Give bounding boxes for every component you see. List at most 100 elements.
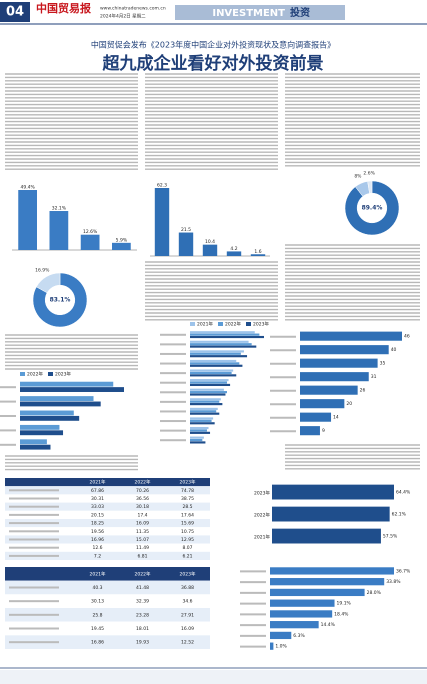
label-placeholder: [9, 554, 59, 557]
bar: [190, 412, 220, 415]
label-placeholder: [0, 443, 16, 446]
cell: 70.26: [136, 488, 149, 494]
column-header: 2022年: [135, 479, 151, 486]
bar: [20, 430, 64, 436]
table-row: [5, 594, 210, 608]
label-placeholder: [240, 645, 266, 648]
bar: [190, 429, 207, 432]
bar: [20, 444, 51, 450]
cell: 67.86: [91, 488, 104, 494]
column-header: 2023年: [180, 479, 196, 486]
site: www.chinatradenews.com.cn: [100, 6, 166, 12]
category-label: 2022年: [254, 512, 270, 519]
value-label: 36.7%: [396, 568, 411, 574]
section-cn: 投资: [290, 6, 310, 19]
bar: [300, 345, 389, 355]
bar: [190, 410, 217, 413]
table-row: [5, 519, 210, 528]
value-label: 20: [346, 401, 352, 407]
label-placeholder: [9, 641, 59, 644]
label-placeholder: [160, 391, 186, 394]
label-placeholder: [270, 416, 296, 419]
bar: [272, 506, 390, 522]
value-label: 16.9%: [35, 267, 50, 273]
cell: 12.6: [92, 545, 102, 551]
cell: 36.56: [136, 496, 149, 502]
bar: [18, 190, 37, 250]
value-label: 1.6: [254, 249, 261, 255]
value-label: 9: [322, 428, 325, 434]
table-row: [5, 535, 210, 544]
bar: [190, 345, 257, 348]
bar: [20, 415, 80, 421]
label-placeholder: [9, 546, 59, 549]
value-label: 2.6%: [363, 171, 375, 177]
label-placeholder: [240, 613, 266, 616]
legend-label: 2023年: [253, 321, 269, 328]
value-label: 62.3: [157, 183, 167, 189]
cell: 36.88: [181, 585, 194, 591]
bar: [270, 621, 319, 629]
bar: [270, 588, 365, 597]
page-box: [0, 2, 30, 22]
bar: [190, 383, 231, 387]
bar: [20, 410, 74, 416]
legend-label: 2023年: [55, 371, 71, 378]
footer: [0, 670, 427, 684]
bar: [190, 379, 229, 382]
bar: [49, 211, 69, 250]
body-text: [5, 73, 420, 471]
label-placeholder: [270, 389, 296, 392]
cell: 16.09: [136, 521, 149, 527]
label-placeholder: [160, 400, 186, 403]
bar: [20, 424, 60, 430]
cell: 34.6: [182, 599, 192, 605]
value-label: 57.5%: [383, 534, 398, 540]
bar: [190, 407, 218, 410]
kicker: 中国贸促会发布《2023年度中国企业对外投资现状及意向调查报告》: [91, 40, 335, 50]
bar: [190, 436, 204, 439]
bar: [190, 335, 264, 339]
label-placeholder: [160, 410, 186, 413]
cell: 19.45: [91, 626, 104, 632]
cell: 28.5: [182, 504, 192, 510]
cell: 11.35: [136, 529, 149, 535]
date: 2024年4月2日 星期二: [100, 13, 146, 20]
value-label: 1.0%: [275, 644, 287, 650]
bar: [190, 350, 244, 353]
label-placeholder: [9, 538, 59, 541]
label-placeholder: [270, 335, 296, 338]
bar: [190, 381, 227, 384]
label-placeholder: [9, 522, 59, 525]
bar: [190, 426, 209, 430]
table-row: [5, 494, 210, 503]
label-placeholder: [9, 497, 59, 500]
legend-swatch: [246, 322, 251, 326]
bar: [190, 388, 224, 391]
value-label: 33.8%: [386, 579, 401, 585]
bar: [20, 401, 101, 407]
value-label: 4.2: [230, 246, 237, 252]
bar: [300, 358, 378, 368]
bar: [270, 599, 335, 607]
cell: 32.39: [136, 599, 149, 605]
bar: [270, 567, 394, 575]
cell: 12.95: [181, 537, 194, 543]
cell: 27.91: [181, 612, 194, 618]
value-label: 19.1%: [337, 601, 352, 607]
category-label: 2021年: [254, 534, 270, 541]
value-label: 26: [360, 388, 366, 394]
cell: 30.31: [91, 496, 104, 502]
cell: 30.13: [91, 599, 104, 605]
label-placeholder: [240, 591, 266, 594]
bar: [300, 399, 345, 409]
value-label: 64.4%: [396, 490, 411, 496]
bar: [190, 398, 221, 401]
legend-label: 2021年: [197, 321, 213, 328]
bar: [300, 372, 369, 382]
label-placeholder: [270, 403, 296, 406]
bar: [202, 244, 218, 256]
section-en: INVESTMENT: [212, 8, 285, 19]
bar: [190, 441, 206, 444]
bar: [20, 396, 94, 401]
